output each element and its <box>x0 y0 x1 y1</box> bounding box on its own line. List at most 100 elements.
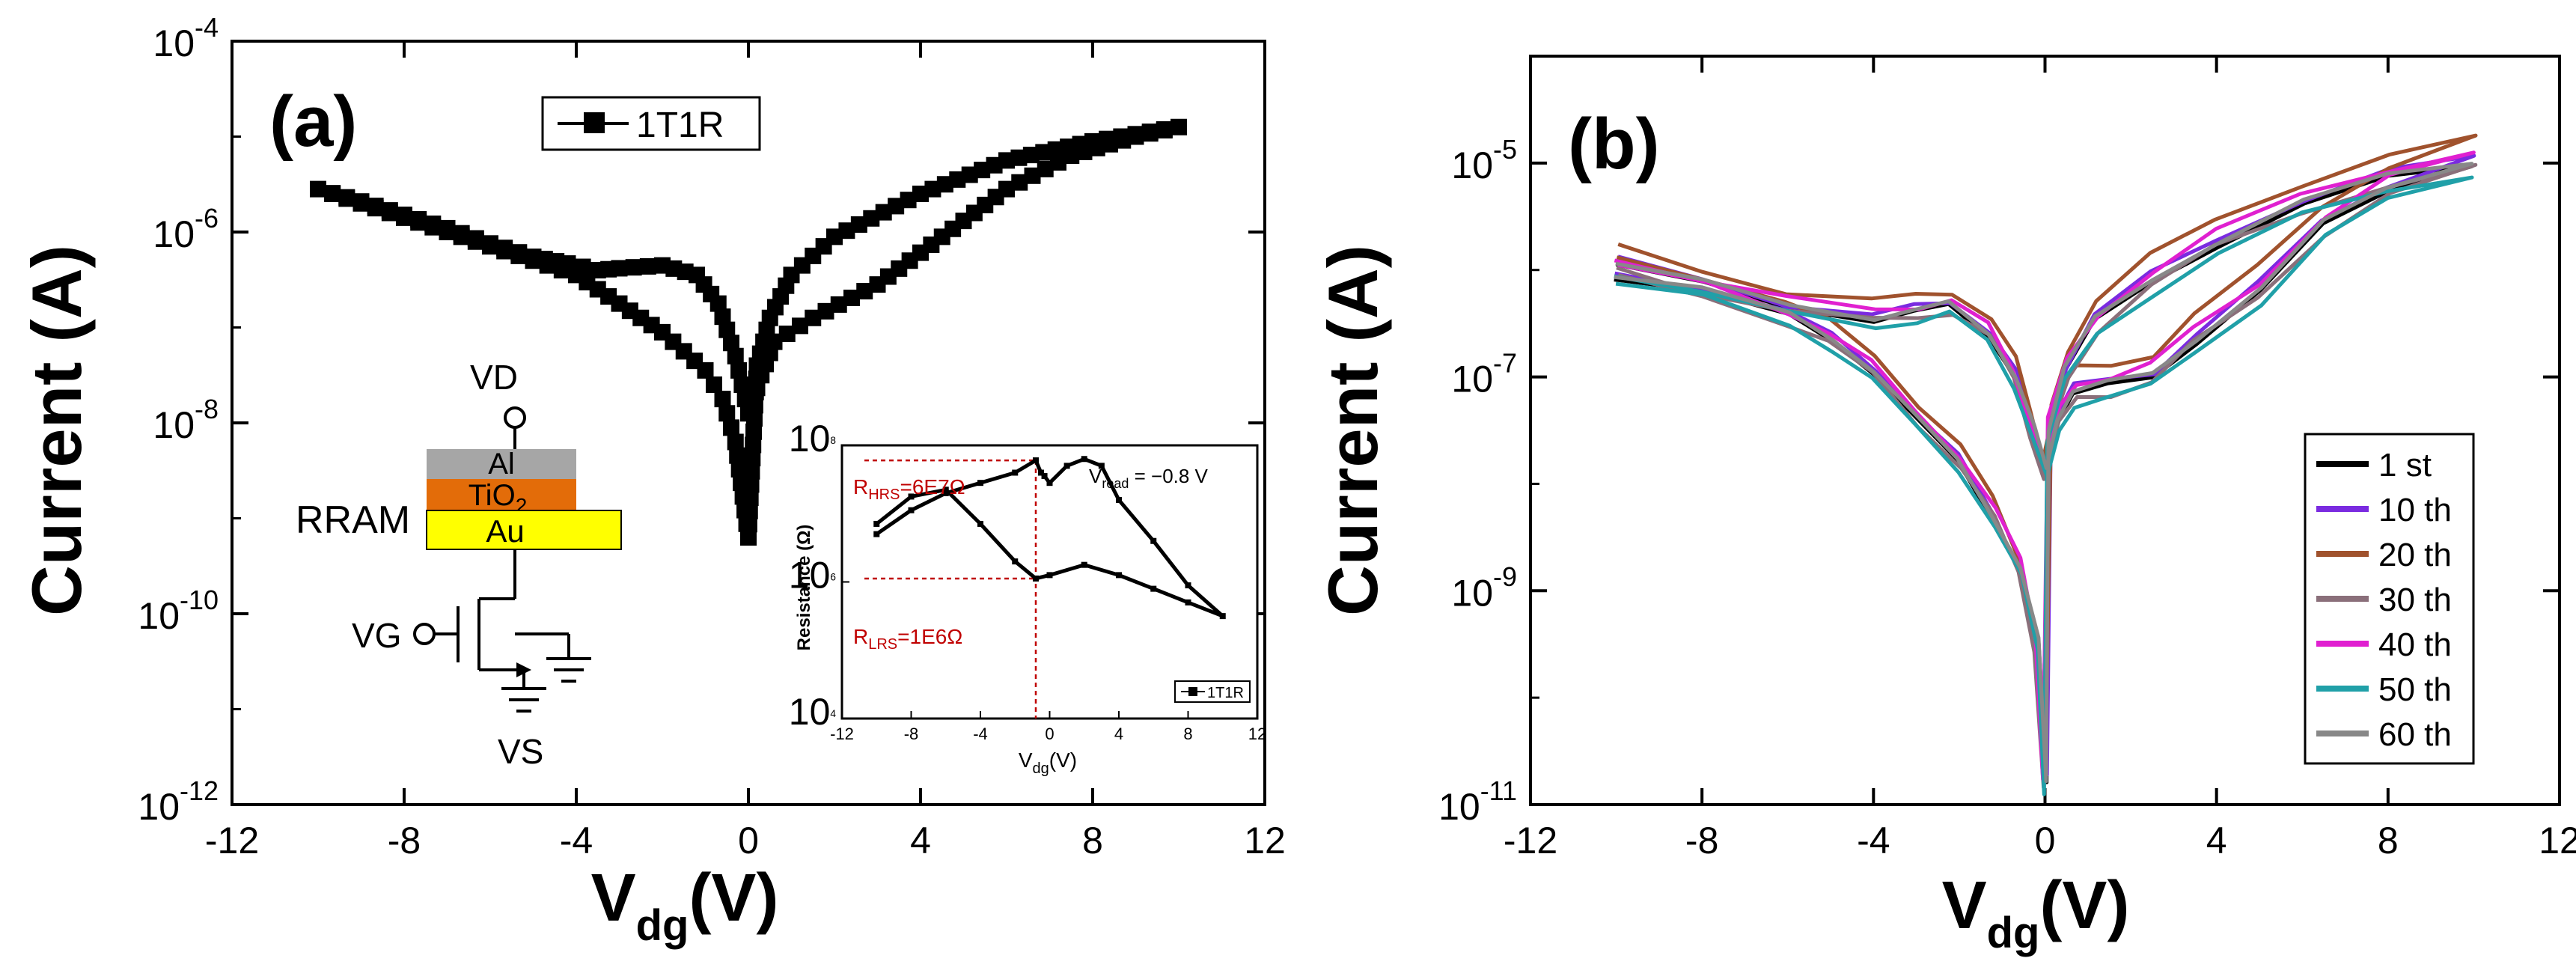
panel-b-y-tick-label-exp: -5 <box>1493 134 1517 165</box>
panel-a-data-point <box>714 391 731 408</box>
panel-a-data-point <box>568 266 585 284</box>
inset-hrs-sub: HRS <box>868 487 900 503</box>
circuit-vg-terminal <box>413 623 436 645</box>
panel-a-x-tick-label: -4 <box>560 820 593 861</box>
panel-b-x-axis-title-unit: (V) <box>2039 868 2129 943</box>
panel-b-legend-items: 1 st 10 th 20 th 30 th 40 th 50 th 60 th <box>2316 447 2452 753</box>
panel-a-data-point <box>396 209 412 226</box>
panel-b-y-tick-label-base: 10 <box>1451 359 1493 400</box>
inset-x-tick-label: 12 <box>1248 725 1266 743</box>
inset-hrs-annotation: RHRS=6E7Ω <box>853 475 965 503</box>
inset-y-tick-label-exp: 8 <box>830 435 836 446</box>
inset-x-tick-label: 0 <box>1045 725 1054 743</box>
panel-b-x-tick-label: 8 <box>2378 820 2399 861</box>
panel-a-data-point <box>745 423 763 440</box>
inset-lrs-main: R <box>853 625 868 648</box>
panel-b-y-ticks <box>1530 55 2560 806</box>
panel-a-x-tick-label: 0 <box>738 820 759 861</box>
panel-a-data-point <box>747 383 764 400</box>
inset-data-point <box>873 520 880 527</box>
panel-a-data-point <box>792 317 808 335</box>
inset-y-tick-label-base: 10 <box>789 691 831 733</box>
inset-x-tick-label: 8 <box>1183 725 1192 743</box>
panel-b-y-tick-labels: 10-510-710-910-11 <box>1438 134 1517 828</box>
panel-a-data-point <box>746 397 763 414</box>
panel-a-data-point <box>1141 123 1159 141</box>
panel-b-y-tick-label: 10-9 <box>1451 561 1517 614</box>
panel-a-data-point <box>410 214 427 231</box>
panel-a-data-point <box>736 501 754 519</box>
panel-b-x-ticks <box>1529 56 2561 805</box>
panel-a-data-point <box>727 433 744 451</box>
panel-a-data-point <box>745 410 763 427</box>
panel-a-data-point <box>625 259 642 276</box>
panel-b-legend-label: 50 th <box>2378 671 2452 708</box>
panel-a-data-point <box>733 475 750 492</box>
inset-x-tick-labels: -12 -8 -4 0 4 8 12 <box>830 725 1266 743</box>
panel-b-x-tick-label: 0 <box>2035 820 2056 861</box>
circuit-al-layer <box>427 449 576 479</box>
panel-a-data-point <box>611 260 628 277</box>
circuit-tio2-layer <box>427 479 576 510</box>
panel-a-legend-label: 1T1R <box>636 106 724 145</box>
panel-a-data-point <box>381 204 398 222</box>
panel-b-y-tick-label: 10-5 <box>1451 134 1517 186</box>
panel-a-data-point <box>1011 174 1028 191</box>
inset-data-point <box>1185 599 1191 606</box>
panel-a-x-axis-title-main: V <box>591 861 636 936</box>
panel-a-x-tick-label: 12 <box>1244 820 1286 861</box>
inset-y-tick-label: 108 <box>789 418 836 460</box>
panel-a-data-point <box>778 326 796 342</box>
panel-a-data-point <box>1024 167 1041 184</box>
inset-x-tick-label: -12 <box>830 725 854 743</box>
panel-a-data-point <box>714 308 731 326</box>
inset-y-tick-label-base: 10 <box>789 555 831 597</box>
panel-b-x-tick-label: -8 <box>1685 820 1718 861</box>
panel-b-chart: -12 -8 -4 0 4 8 12 10-510-710-910-11 (b) Curre… <box>1313 55 2576 957</box>
inset-data-point <box>977 520 983 527</box>
panel-b-x-tick-label: -4 <box>1857 820 1890 861</box>
inset-data-point <box>873 531 880 537</box>
panel-a-y-tick-label: 10-8 <box>153 394 219 446</box>
panel-a-y-tick-label: 10-4 <box>153 12 219 64</box>
inset-data-point <box>1033 457 1039 464</box>
panel-a-data-point <box>734 488 751 505</box>
panel-b-legend-label: 20 th <box>2378 537 2452 573</box>
panel-a-data-point <box>748 357 766 374</box>
panel-a-legend-marker <box>584 112 605 133</box>
panel-a-data-point <box>467 233 484 250</box>
inset-y-tick-label-exp: 4 <box>830 708 836 719</box>
inset-y-axis-title: Resistance (Ω) <box>794 525 814 651</box>
panel-a-data-point <box>1171 118 1187 135</box>
panel-a-data-point <box>745 436 762 454</box>
panel-a-y-tick-label-base: 10 <box>138 595 180 637</box>
panel-a-x-axis-title-sub: dg <box>636 901 689 950</box>
inset-x-axis-title-main: V <box>1019 748 1033 772</box>
inset-vread-value: = −0.8 V <box>1129 465 1208 487</box>
inset-lrs-annotation: RLRS=1E6Ω <box>853 625 962 653</box>
inset-data-point <box>1033 575 1039 582</box>
panel-a-y-tick-label-exp: -4 <box>195 12 219 43</box>
panel-b-legend-label: 1 st <box>2378 447 2432 484</box>
panel-a-data-point <box>998 180 1015 198</box>
inset-y-tick-label-exp: 6 <box>830 572 836 583</box>
panel-b-x-axis-title: Vdg(V) <box>1942 868 2130 957</box>
panel-a-data-point <box>723 419 739 436</box>
panel-b-y-tick-label-base: 10 <box>1451 144 1493 186</box>
inset-data-point <box>1150 585 1157 592</box>
inset-data-point <box>1185 582 1191 589</box>
panel-b-y-tick-label: 10-7 <box>1451 347 1517 400</box>
panel-a-y-tick-label-exp: -6 <box>195 203 219 234</box>
circuit-al-label: Al <box>488 448 515 481</box>
panel-b-x-axis-title-sub: dg <box>1987 909 2040 957</box>
inset-data-point <box>1046 572 1053 579</box>
panel-b-legend-label: 40 th <box>2378 626 2452 663</box>
panel-a-data-point <box>709 295 727 312</box>
inset-lrs-value: =1E6Ω <box>897 625 962 648</box>
inset-legend: 1T1R <box>1174 680 1251 703</box>
inset-data-point <box>1037 469 1044 476</box>
inset-hrs-value: =6E7Ω <box>900 475 965 498</box>
inset-data-point <box>1116 497 1122 503</box>
